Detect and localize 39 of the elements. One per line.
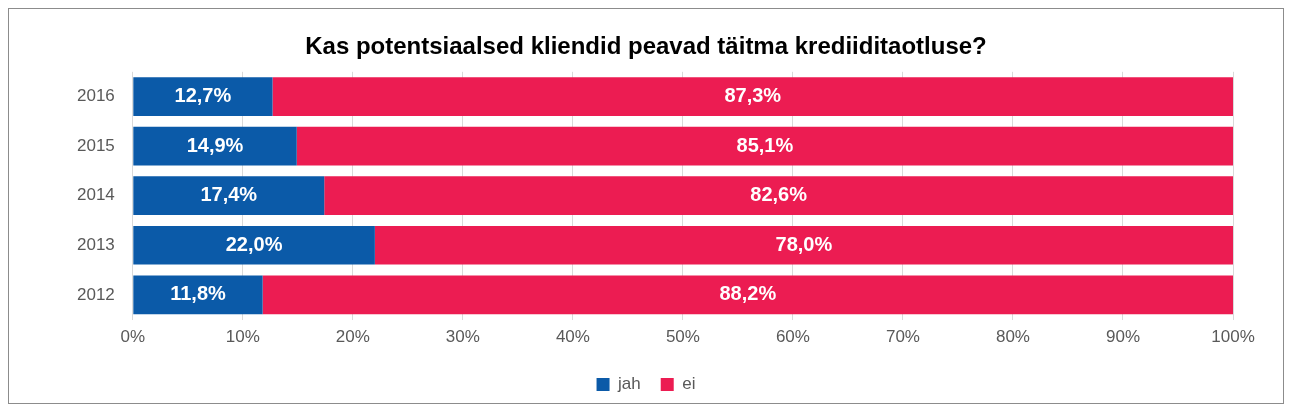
bar (133, 275, 263, 315)
bar (133, 77, 273, 116)
data-label: 87,3% (724, 84, 782, 107)
x-tick-label: 40% (555, 327, 590, 347)
x-tick-label: 70% (885, 327, 920, 347)
data-label: 17,4% (200, 183, 258, 206)
legend-label: ei (682, 374, 696, 394)
x-tick-label: 90% (1105, 327, 1140, 347)
bar (133, 126, 297, 166)
legend-label: jah (617, 374, 641, 394)
data-label: 12,7% (174, 84, 232, 107)
x-tick-label: 50% (665, 327, 700, 347)
bar (133, 225, 375, 265)
bar (272, 77, 1233, 116)
data-label: 14,9% (186, 133, 244, 156)
y-tick-label: 2015 (76, 135, 115, 155)
y-tick-label: 2013 (76, 234, 115, 254)
data-label: 11,8% (170, 282, 226, 305)
data-label: 82,6% (750, 183, 808, 206)
bar (374, 225, 1233, 265)
bar (262, 275, 1233, 315)
bar (133, 176, 325, 216)
x-tick-label: 80% (995, 327, 1030, 347)
y-tick-label: 2016 (76, 86, 115, 106)
x-tick-label: 100% (1211, 327, 1255, 347)
bar (296, 126, 1233, 166)
data-label: 78,0% (775, 232, 833, 255)
y-tick-label: 2012 (76, 284, 115, 304)
data-label: 88,2% (719, 282, 777, 305)
x-tick-label: 60% (775, 327, 810, 347)
y-tick-label: 2014 (76, 185, 115, 205)
data-label: 85,1% (736, 133, 794, 156)
bar (324, 176, 1233, 216)
chart-title: Kas potentsiaalsed kliendid peavad täitma krediiditaotluse? (305, 32, 987, 60)
x-tick-label: 0% (120, 327, 146, 347)
data-label: 22,0% (225, 232, 283, 255)
x-tick-label: 20% (335, 327, 370, 347)
x-tick-label: 30% (445, 327, 480, 347)
x-tick-label: 10% (225, 327, 260, 347)
